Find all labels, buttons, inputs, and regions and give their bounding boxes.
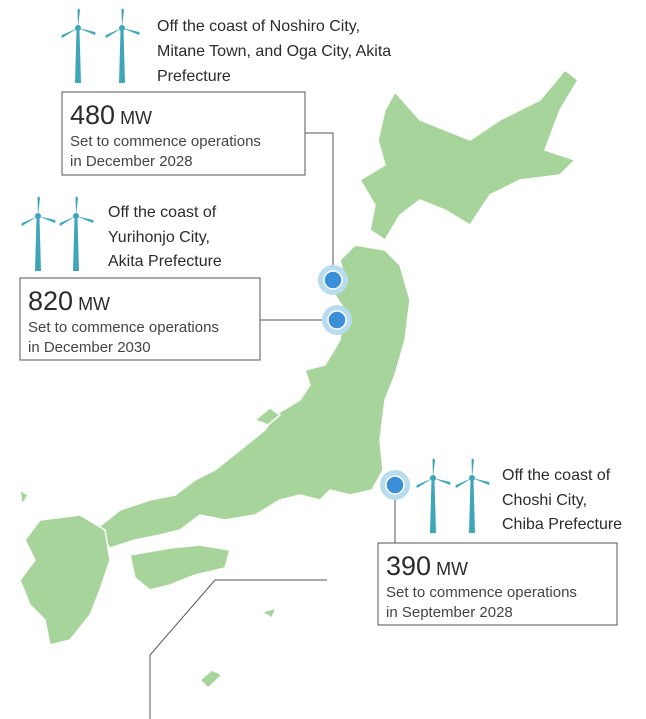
- turbine-icon: [21, 196, 56, 271]
- site-location: Yurihonjo City,: [108, 229, 210, 246]
- inset-divider: [149, 579, 327, 719]
- site-marker: [318, 265, 348, 295]
- status: Set to commence operations: [386, 584, 577, 601]
- japan-map: [19, 68, 579, 690]
- site-location: Chiba Prefecture: [502, 516, 622, 533]
- site-marker: [380, 470, 410, 500]
- capacity: 820 MW: [28, 286, 110, 316]
- capacity: 480 MW: [70, 100, 152, 130]
- capacity-value: 820: [28, 286, 73, 316]
- status: in December 2028: [70, 153, 193, 170]
- site-location: Choshi City,: [502, 492, 587, 509]
- site-marker: [322, 305, 352, 335]
- capacity: 390 MW: [386, 551, 468, 581]
- site-location: Akita Prefecture: [108, 253, 222, 270]
- status: Set to commence operations: [70, 133, 261, 150]
- turbine-icon: [59, 196, 94, 271]
- capacity-value: 390: [386, 551, 431, 581]
- capacity-unit: MW: [120, 108, 152, 128]
- turbine-icon: [416, 458, 451, 533]
- status: in December 2030: [28, 339, 151, 356]
- leader-line: [305, 132, 334, 278]
- status: in September 2028: [386, 604, 513, 621]
- capacity-value: 480: [70, 100, 115, 130]
- info-box: [377, 542, 618, 626]
- status: Set to commence operations: [28, 319, 219, 336]
- site-location: Off the coast of: [108, 204, 217, 221]
- capacity-unit: MW: [78, 294, 110, 314]
- site-location: Off the coast of: [502, 467, 611, 484]
- info-box: [19, 277, 261, 361]
- info-box: [61, 91, 306, 176]
- site-location: Prefecture: [157, 68, 231, 85]
- turbine-icon: [455, 458, 490, 533]
- turbine-icon: [61, 8, 96, 83]
- site-location: Off the coast of Noshiro City,: [157, 18, 360, 35]
- turbine-icon: [105, 8, 140, 83]
- capacity-unit: MW: [436, 559, 468, 579]
- site-location: Mitane Town, and Oga City, Akita: [157, 43, 391, 60]
